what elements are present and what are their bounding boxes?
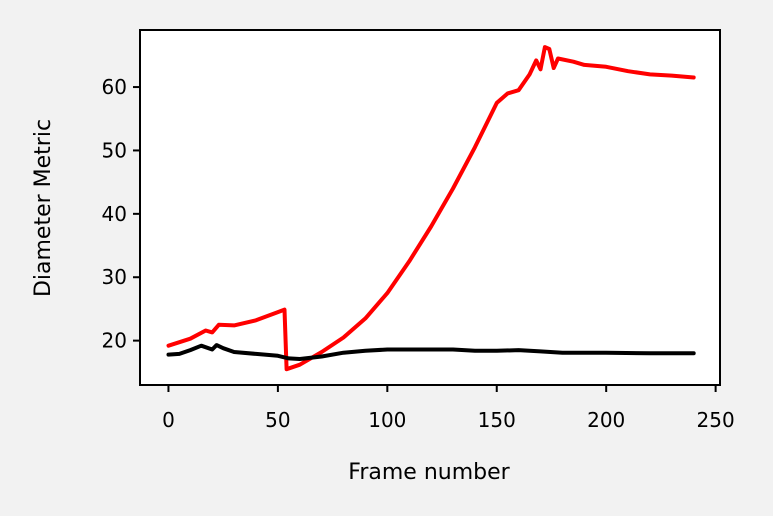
y-tick-label: 40: [102, 202, 127, 226]
series-line-1: [166, 45, 696, 372]
x-tick-label: 250: [697, 408, 735, 432]
y-tick-label: 30: [102, 265, 127, 289]
plot-area: [140, 30, 720, 385]
plot-frame: [139, 29, 721, 386]
x-axis-ticks: 0 50 100 150 200 250: [162, 385, 735, 432]
x-tick-label: 50: [265, 408, 290, 432]
y-tick-label: 50: [102, 138, 127, 162]
x-tick-label: 200: [587, 408, 625, 432]
x-axis-label: Frame number: [348, 460, 510, 485]
y-tick-label: 20: [102, 329, 127, 353]
y-tick-label: 60: [102, 75, 127, 99]
x-tick-label: 150: [478, 408, 516, 432]
y-axis-ticks: 20 30 40 50 60: [102, 75, 140, 353]
series-layer: [166, 45, 696, 372]
x-tick-label: 0: [162, 408, 175, 432]
x-tick-label: 100: [368, 408, 406, 432]
series-line-2: [166, 343, 696, 361]
y-axis-label: Diameter Metric: [31, 119, 56, 297]
